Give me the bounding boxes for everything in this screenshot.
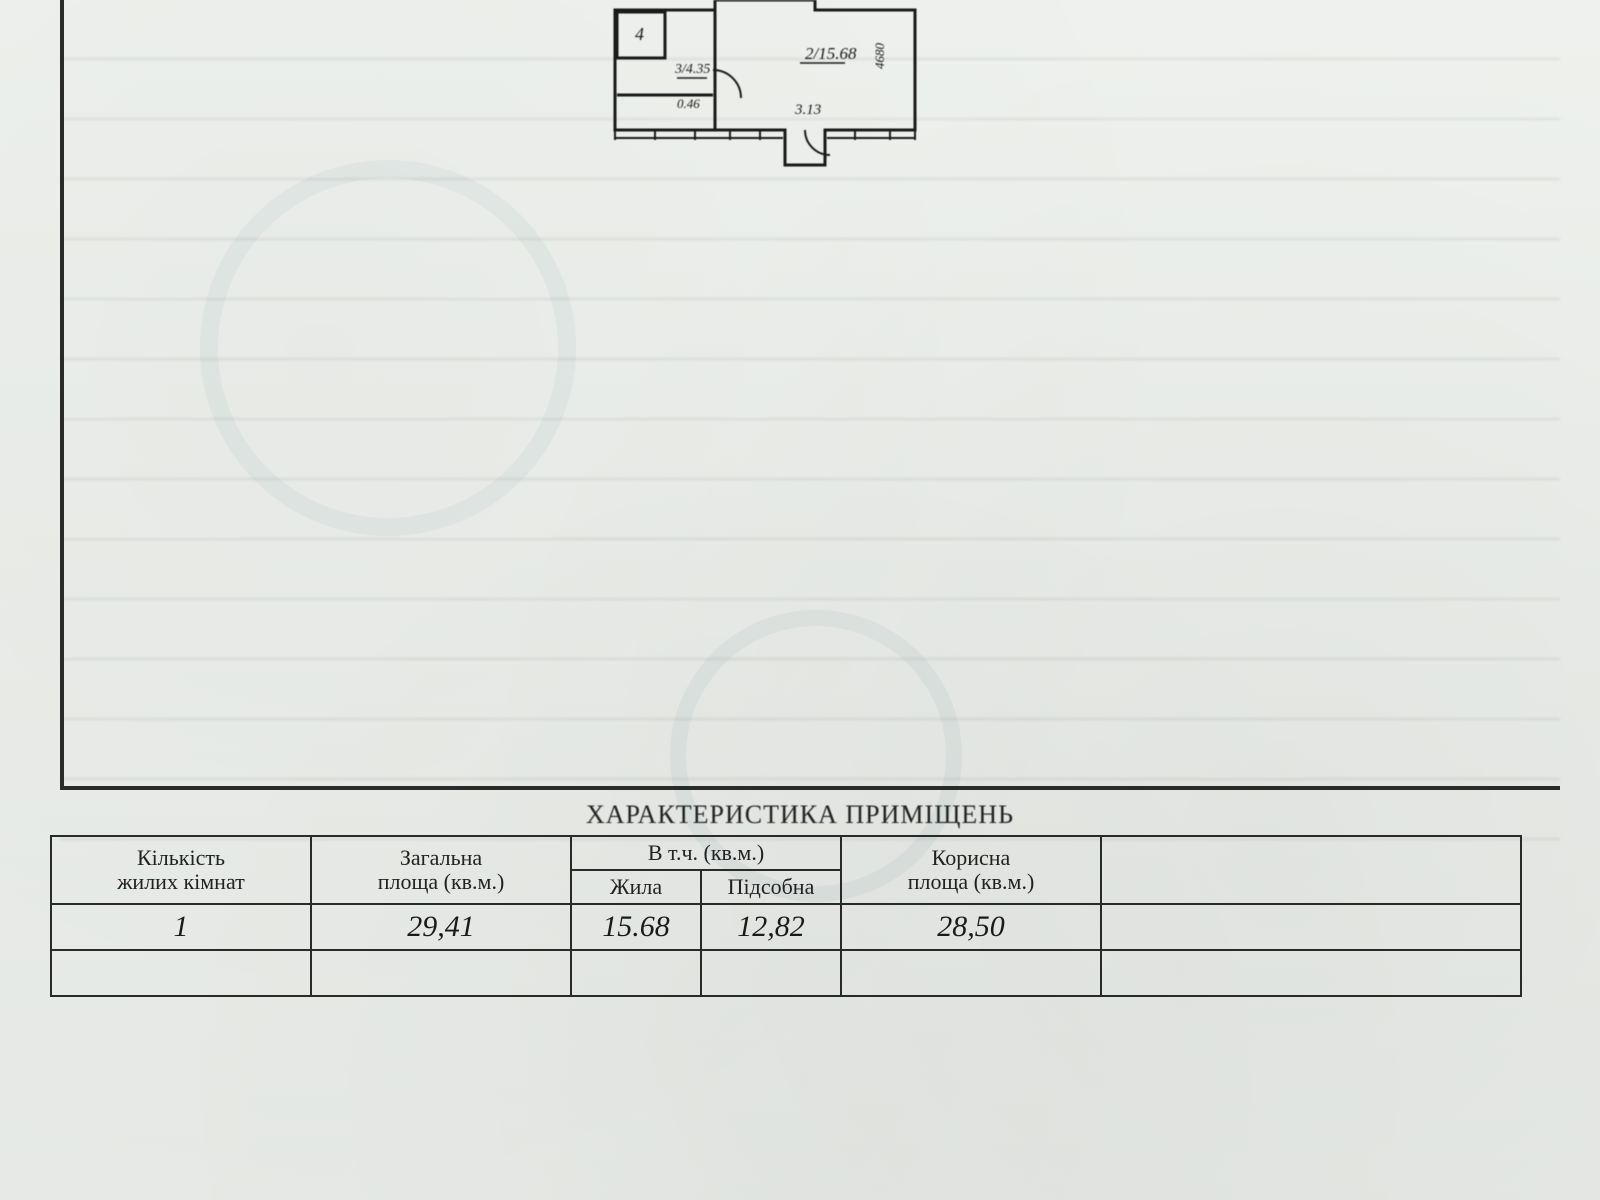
- table-row: [51, 950, 1521, 996]
- cell-utility: 12,82: [701, 904, 841, 950]
- cell-living: 15.68: [571, 904, 701, 950]
- room-hall-extra: 0.46: [677, 96, 700, 112]
- room-hall-area: 3/4.35: [675, 62, 710, 78]
- th-rooms-l2: жилих кімнат: [117, 869, 245, 894]
- th-incl: В т.ч. (кв.м.): [571, 836, 841, 870]
- th-rooms: Кількість жилих кімнат: [51, 836, 311, 904]
- cell-living: [571, 950, 701, 996]
- cell-extra: [1101, 950, 1521, 996]
- th-extra: [1101, 836, 1521, 904]
- cell-total: [311, 950, 571, 996]
- cell-useful: 28,50: [841, 904, 1101, 950]
- floorplan-svg: [595, 0, 945, 170]
- th-useful-l1: Корисна: [932, 845, 1011, 870]
- cell-rooms: 1: [51, 904, 311, 950]
- cell-useful: [841, 950, 1101, 996]
- room-main-height: 4680: [872, 43, 888, 69]
- cell-extra: [1101, 904, 1521, 950]
- th-rooms-l1: Кількість: [137, 845, 225, 870]
- room-main-area: 2/15.68: [805, 44, 856, 64]
- cell-utility: [701, 950, 841, 996]
- cell-rooms: [51, 950, 311, 996]
- room-bath-id: 4: [635, 24, 644, 45]
- section-title: ХАРАКТЕРИСТИКА ПРИМІЩЕНЬ: [0, 800, 1600, 830]
- th-living: Жила: [571, 870, 701, 904]
- th-useful-l2: площа (кв.м.): [908, 869, 1035, 894]
- characteristics-table: Кількість жилих кімнат Загальна площа (к…: [50, 835, 1522, 997]
- floorplan: 4 3/4.35 0.46 2/15.68 4680 3.13: [595, 0, 945, 175]
- th-total-l2: площа (кв.м.): [378, 869, 505, 894]
- cell-total: 29,41: [311, 904, 571, 950]
- th-total: Загальна площа (кв.м.): [311, 836, 571, 904]
- dim-bottom-span: 3.13: [795, 102, 821, 119]
- th-useful: Корисна площа (кв.м.): [841, 836, 1101, 904]
- document-page: 4 3/4.35 0.46 2/15.68 4680 3.13 ХАРАКТЕР…: [0, 0, 1600, 1200]
- table-body: 1 29,41 15.68 12,82 28,50: [51, 904, 1521, 996]
- table-row: 1 29,41 15.68 12,82 28,50: [51, 904, 1521, 950]
- th-total-l1: Загальна: [400, 845, 482, 870]
- th-utility: Підсобна: [701, 870, 841, 904]
